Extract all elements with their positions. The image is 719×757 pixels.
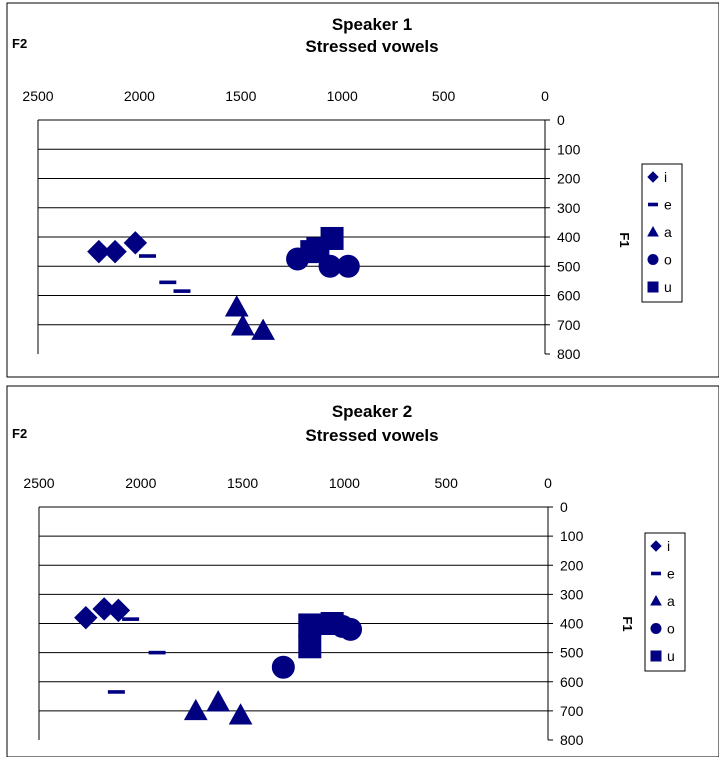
y-tick-label: 700 bbox=[560, 703, 584, 719]
series-i bbox=[74, 597, 131, 630]
y-tick-label: 400 bbox=[557, 229, 581, 245]
legend-label-i: i bbox=[664, 169, 667, 185]
legend-marker-e bbox=[651, 571, 661, 576]
legend-marker-o bbox=[650, 623, 662, 634]
data-point-a bbox=[206, 690, 231, 712]
series-e bbox=[139, 254, 191, 293]
legend-label-o: o bbox=[664, 252, 672, 268]
chart-frame bbox=[6, 2, 719, 378]
data-point-i bbox=[87, 239, 111, 264]
legend-label-e: e bbox=[667, 566, 675, 582]
chart-frame bbox=[6, 385, 719, 757]
data-point-a bbox=[228, 703, 253, 725]
y-tick-label: 200 bbox=[560, 557, 584, 573]
legend-label-u: u bbox=[664, 279, 672, 295]
x-tick-label: 1500 bbox=[227, 475, 258, 491]
legend-label-u: u bbox=[667, 648, 675, 664]
legend-marker-e bbox=[648, 202, 658, 207]
chart-title-line-1: Speaker 1 bbox=[332, 15, 412, 34]
data-point-u bbox=[298, 635, 322, 659]
x-tick-label: 1500 bbox=[225, 88, 256, 104]
y-tick-label: 500 bbox=[557, 258, 581, 274]
y-tick-label: 300 bbox=[557, 200, 581, 216]
series-u bbox=[300, 226, 344, 264]
legend-marker-a bbox=[647, 225, 659, 237]
data-point-i bbox=[123, 231, 148, 255]
series-e bbox=[107, 617, 166, 694]
y-tick-label: 100 bbox=[560, 528, 584, 544]
data-point-e bbox=[159, 280, 177, 285]
legend-marker-i bbox=[650, 540, 662, 552]
x-tick-label: 500 bbox=[432, 88, 456, 104]
legend-box bbox=[644, 532, 686, 672]
x-axis-title: F2 bbox=[12, 426, 27, 441]
y-tick-label: 200 bbox=[557, 171, 581, 187]
y-tick-label: 0 bbox=[560, 499, 568, 515]
legend-label-e: e bbox=[664, 197, 672, 213]
y-tick-label: 800 bbox=[557, 346, 581, 362]
data-point-i bbox=[103, 239, 127, 264]
chart-2: Speaker 2 Stressed vowels F2 F1 0 100 200 300 40… bbox=[6, 385, 719, 757]
y-axis-title: F1 bbox=[620, 616, 635, 631]
series-i bbox=[87, 231, 148, 264]
y-tick-label: 100 bbox=[557, 141, 581, 157]
x-tick-label: 0 bbox=[544, 475, 552, 491]
x-tick-label: 2500 bbox=[23, 475, 54, 491]
data-point-i bbox=[74, 605, 98, 630]
data-point-i bbox=[106, 598, 131, 623]
data-point-e bbox=[107, 690, 125, 694]
series-u bbox=[298, 612, 344, 659]
data-point-e bbox=[173, 289, 191, 293]
legend-marker-o bbox=[647, 254, 659, 265]
data-point-e bbox=[122, 617, 140, 621]
x-tick-label: 1000 bbox=[329, 475, 360, 491]
data-point-o bbox=[271, 655, 295, 679]
x-tick-label: 2000 bbox=[125, 475, 156, 491]
x-tick-label: 2500 bbox=[22, 88, 53, 104]
y-tick-label: 300 bbox=[560, 586, 584, 602]
x-tick-label: 1000 bbox=[327, 88, 358, 104]
y-tick-label: 400 bbox=[560, 616, 584, 632]
chart-title-line-2: Stressed vowels bbox=[305, 37, 438, 56]
data-point-i bbox=[92, 597, 116, 621]
legend-marker-a bbox=[650, 594, 662, 606]
data-point-o bbox=[336, 254, 360, 278]
series-a bbox=[224, 295, 275, 340]
data-point-a bbox=[224, 295, 249, 317]
x-axis-title: F2 bbox=[12, 36, 27, 51]
data-point-a bbox=[183, 698, 208, 721]
x-tick-label: 0 bbox=[541, 88, 549, 104]
chart-1: Speaker 1 Stressed vowels F2 F1 0 100 200 300 40… bbox=[6, 2, 719, 378]
data-point-e bbox=[148, 650, 166, 655]
legend-marker-i bbox=[647, 171, 659, 183]
data-point-u bbox=[298, 613, 322, 637]
data-point-u bbox=[320, 612, 344, 635]
legend-label-o: o bbox=[667, 621, 675, 637]
legend-marker-u bbox=[647, 281, 659, 293]
x-tick-label: 2000 bbox=[124, 88, 155, 104]
chart-title-line-1: Speaker 2 bbox=[332, 402, 412, 421]
chart-title-line-2: Stressed vowels bbox=[305, 426, 438, 445]
legend-label-a: a bbox=[664, 224, 672, 240]
legend-marker-u bbox=[650, 650, 662, 662]
y-axis-title: F1 bbox=[617, 232, 632, 247]
y-tick-label: 600 bbox=[557, 288, 581, 304]
data-point-a bbox=[230, 314, 255, 336]
y-tick-label: 500 bbox=[560, 645, 584, 661]
y-tick-label: 700 bbox=[557, 317, 581, 333]
y-tick-label: 800 bbox=[560, 732, 584, 748]
y-tick-label: 600 bbox=[560, 674, 584, 690]
data-point-a bbox=[251, 318, 275, 340]
x-tick-label: 500 bbox=[435, 475, 459, 491]
y-tick-label: 0 bbox=[557, 112, 565, 128]
data-point-u bbox=[300, 240, 324, 264]
legend-box bbox=[641, 163, 683, 303]
legend-label-i: i bbox=[667, 538, 670, 554]
series-a bbox=[183, 690, 253, 725]
data-point-e bbox=[139, 254, 157, 258]
legend-label-a: a bbox=[667, 593, 675, 609]
